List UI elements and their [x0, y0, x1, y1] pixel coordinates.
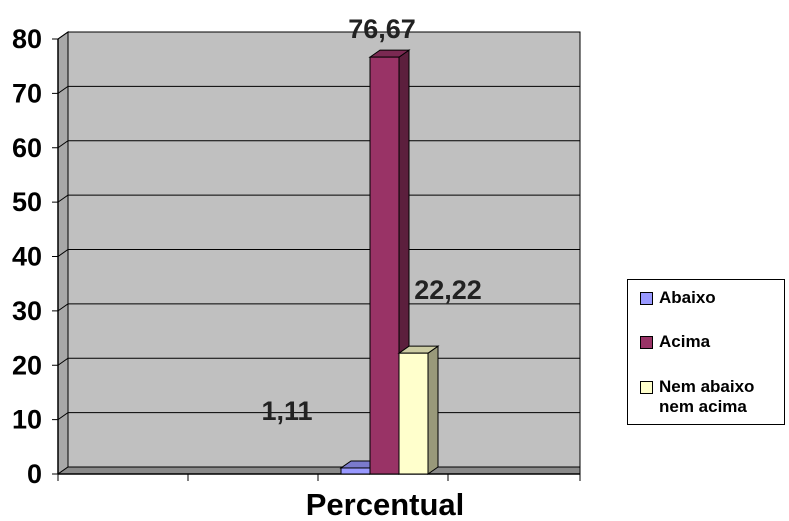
- data-label-abaixo: 1,11: [261, 396, 312, 426]
- legend-swatch-abaixo: [640, 292, 653, 305]
- legend-label-abaixo: Abaixo: [659, 288, 716, 307]
- bar-side: [427, 345, 439, 475]
- y-tick-label: 30: [12, 296, 42, 326]
- y-tick-label: 20: [12, 350, 42, 380]
- bar-front: [340, 467, 371, 475]
- floor: [56, 466, 581, 475]
- legend-swatch-nem-abaixo-nem-acima: [640, 381, 653, 394]
- bar-front: [369, 56, 400, 475]
- y-tick-label: 10: [12, 405, 42, 435]
- y-tick-label: 80: [12, 24, 42, 54]
- y-tick-label: 50: [12, 187, 42, 217]
- legend-swatch-acima: [640, 336, 653, 349]
- bars: [339, 49, 440, 475]
- y-axis-ticks: 0 10 20 30 40 50 60 70 80: [12, 24, 581, 489]
- legend-label-acima: Acima: [659, 332, 711, 351]
- legend-label-nem-abaixo-nem-acima: Nem abaixo nem acima: [659, 377, 755, 416]
- y-tick-label: 70: [12, 78, 42, 108]
- legend-item-acima: Acima: [640, 332, 710, 352]
- data-label-nem-abaixo-nem-acima: 22,22: [414, 275, 482, 305]
- data-label-acima: 76,67: [348, 14, 416, 44]
- chart-wall: [56, 31, 581, 475]
- bar-front: [398, 352, 429, 475]
- y-tick-label: 60: [12, 133, 42, 163]
- gridline: [57, 31, 580, 40]
- legend-item-abaixo: Abaixo: [640, 288, 716, 308]
- x-axis-label: Percentual: [306, 487, 465, 521]
- legend-item-nem-abaixo-nem-acima: Nem abaixo nem acima: [640, 377, 754, 417]
- y-tick-label: 0: [27, 459, 42, 489]
- y-tick-label: 40: [12, 242, 42, 272]
- bar-nem-abaixo-nem-acima: [397, 345, 440, 475]
- data-labels: 1,11 76,67 22,22: [261, 14, 481, 426]
- legend: Abaixo Acima Nem abaixo nem acima: [627, 279, 785, 425]
